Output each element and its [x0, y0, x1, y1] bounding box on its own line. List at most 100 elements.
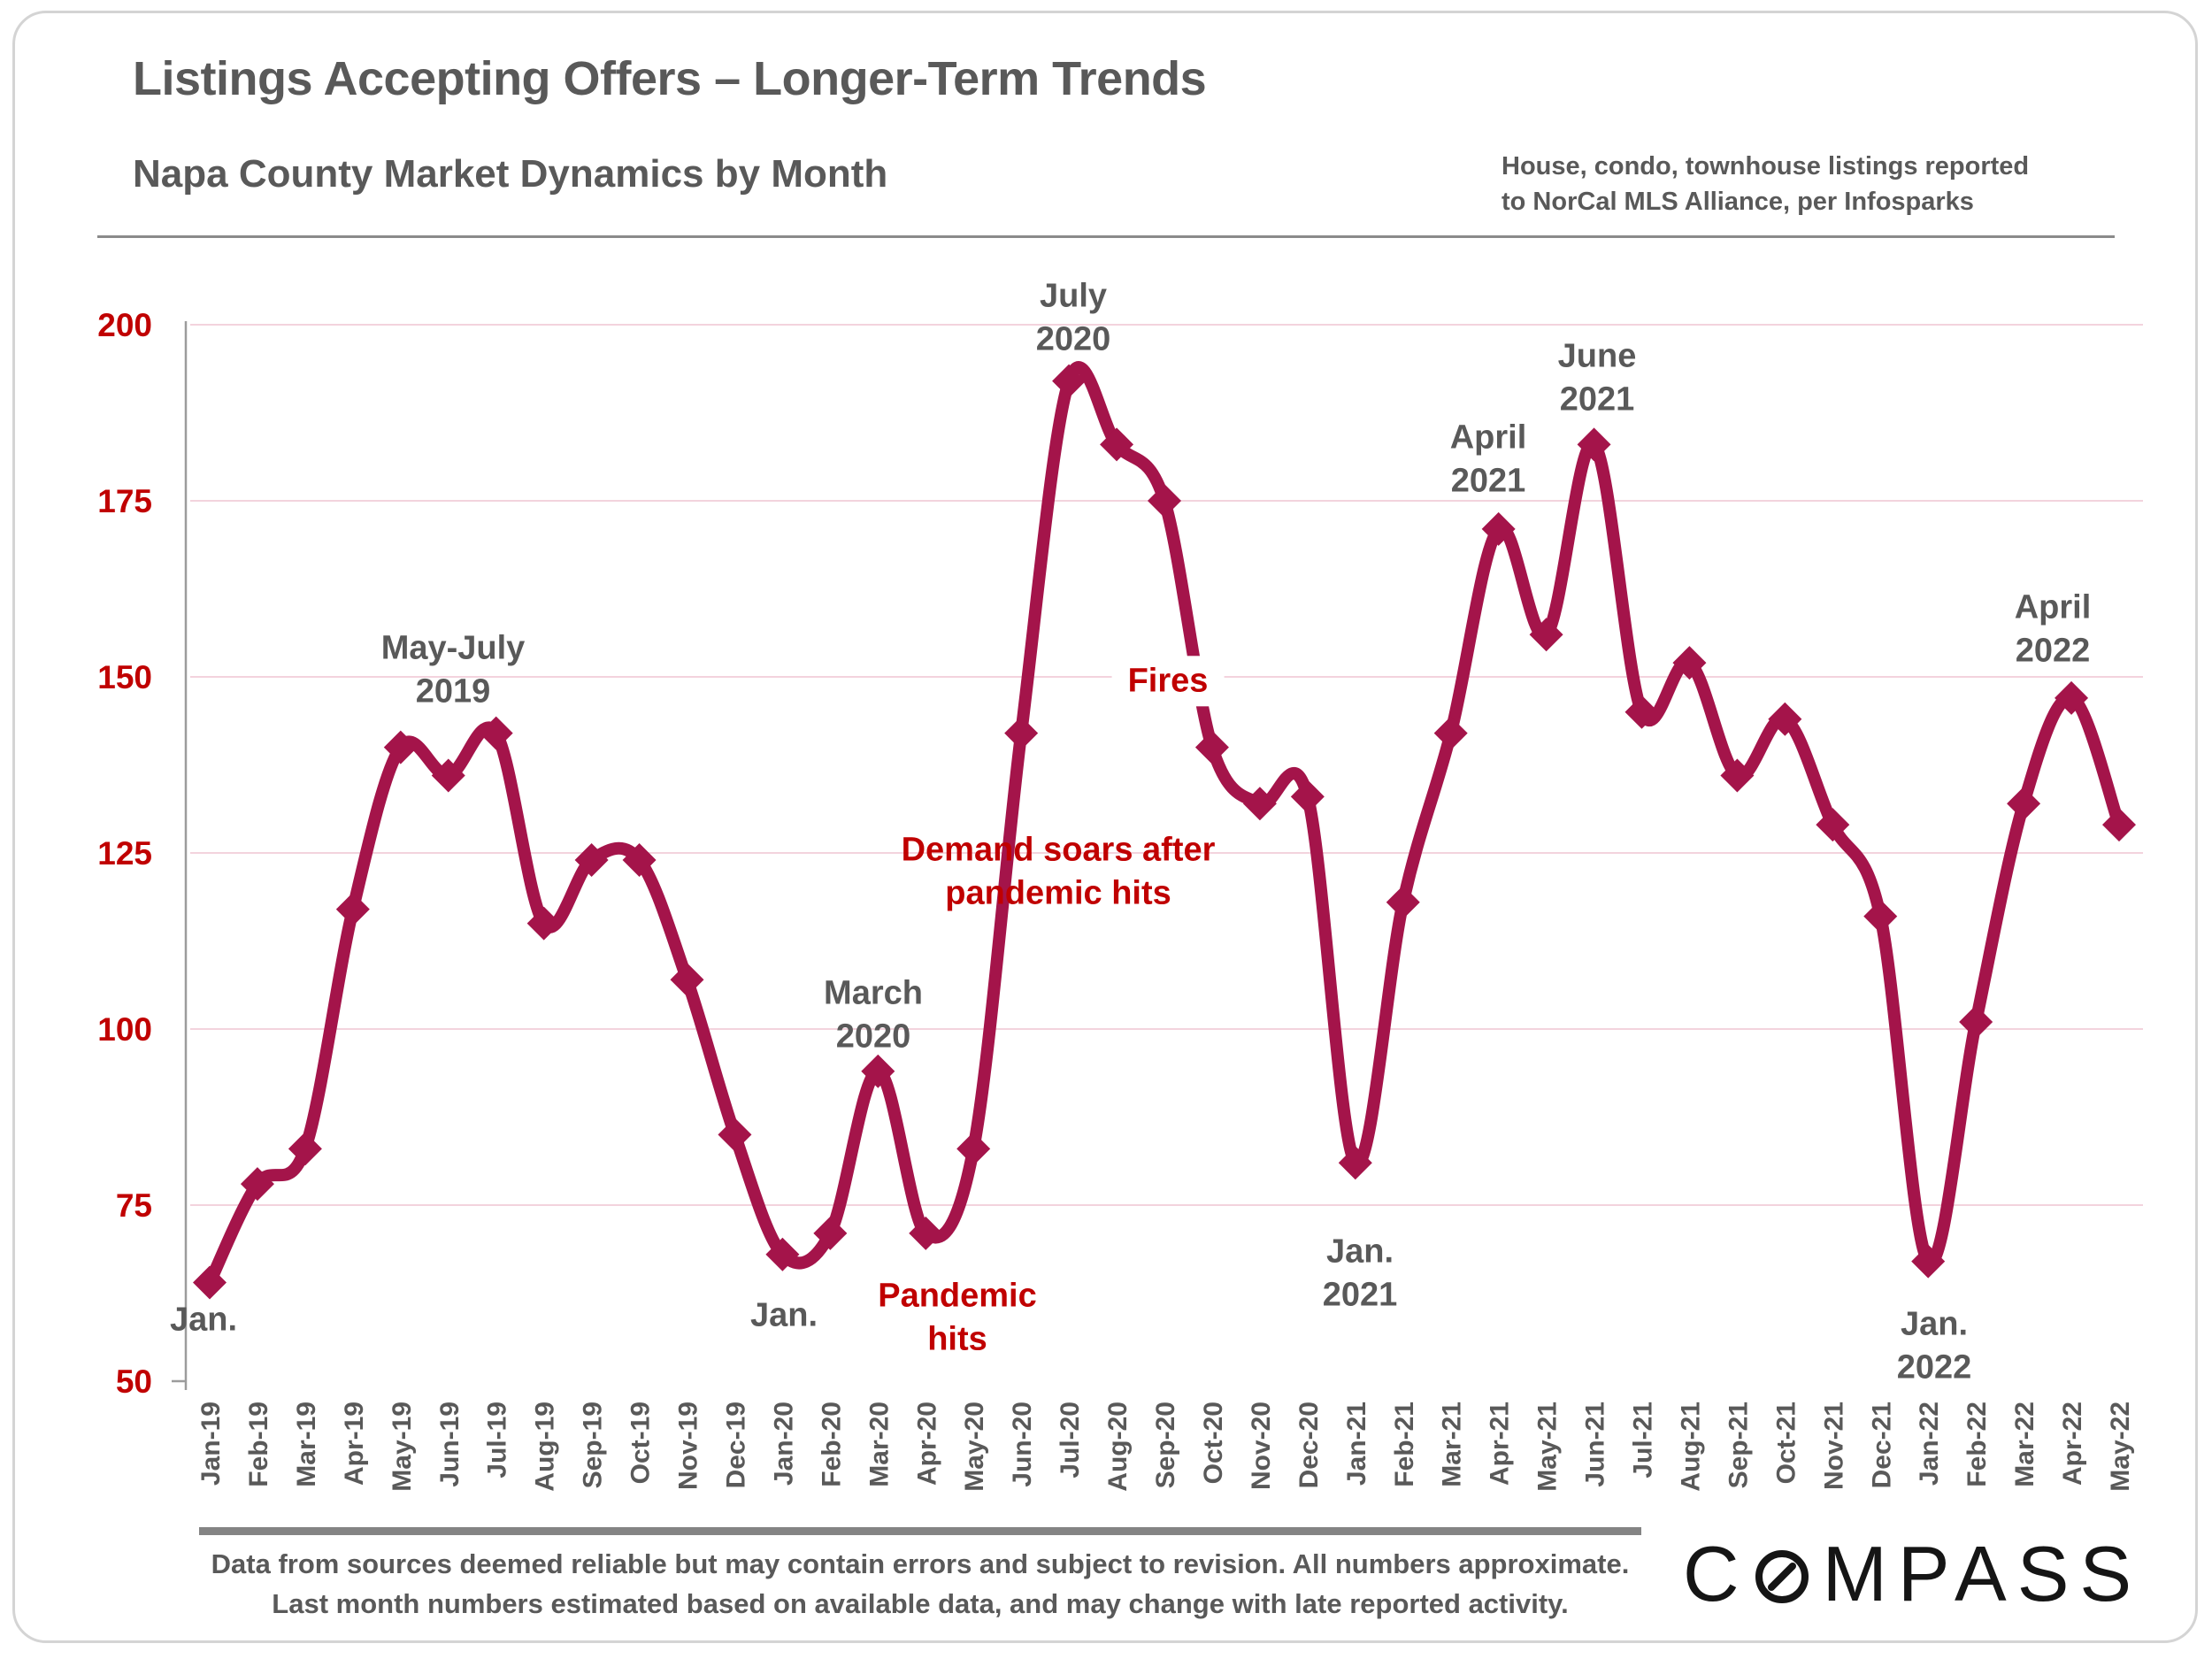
month-tick-label: May-22: [2106, 1402, 2135, 1492]
data-point-marker: [1624, 695, 1659, 729]
month-tick-label: Jun-20: [1008, 1402, 1037, 1487]
month-tick-label: Oct-20: [1199, 1402, 1228, 1484]
annotation-april: April 2021: [1449, 419, 1527, 500]
data-point-marker: [2007, 787, 2041, 821]
annotation-jan-: Jan. 2021: [1322, 1233, 1398, 1314]
month-tick-label: Jan-20: [769, 1402, 798, 1486]
data-point-marker: [574, 842, 609, 877]
month-tick-label: May-20: [960, 1402, 989, 1492]
data-point-marker: [1720, 758, 1755, 793]
data-point-marker: [1194, 730, 1229, 764]
compass-needle-icon: [1755, 1550, 1809, 1603]
data-point-marker: [861, 1054, 895, 1088]
month-tick-label: Mar-19: [292, 1402, 321, 1487]
month-tick-label: Dec-20: [1294, 1402, 1324, 1488]
data-point-marker: [1816, 808, 1850, 842]
month-tick-label: Jan-22: [1915, 1402, 1944, 1486]
month-tick-label: Jun-19: [435, 1402, 465, 1487]
y-tick-label: 75: [116, 1187, 152, 1224]
data-point-marker: [1863, 899, 1898, 933]
month-tick-label: Nov-21: [1819, 1402, 1848, 1490]
data-point-marker: [2055, 680, 2089, 715]
month-tick-label: Feb-22: [1962, 1402, 1992, 1487]
data-point-marker: [1148, 484, 1181, 518]
month-tick-label: Apr-19: [340, 1402, 369, 1486]
data-point-marker: [1433, 716, 1468, 750]
annotation-may-july: May-July 2019: [380, 629, 526, 710]
data-point-marker: [1338, 1146, 1372, 1180]
disclaimer-text: Data from sources deemed reliable but ma…: [199, 1545, 1641, 1624]
footer-divider-bar: [199, 1527, 1641, 1535]
month-tick-label: Apr-22: [2058, 1402, 2087, 1486]
data-point-marker: [1529, 618, 1563, 652]
data-point-marker: [431, 758, 465, 793]
month-tick-label: Oct-21: [1771, 1402, 1801, 1484]
data-point-marker: [2102, 808, 2136, 842]
annotation-june: June 2021: [1557, 337, 1637, 419]
month-tick-label: May-21: [1533, 1402, 1563, 1492]
data-point-marker: [1959, 1005, 1993, 1040]
annotation-jan-: Jan.: [169, 1301, 238, 1339]
month-tick-label: Oct-19: [626, 1402, 656, 1484]
month-tick-label: Jan-21: [1342, 1402, 1371, 1486]
data-point-marker: [288, 1132, 322, 1166]
source-note: House, condo, townhouse listings reporte…: [1502, 152, 2030, 217]
data-point-marker: [1004, 716, 1039, 750]
month-tick-label: Jul-21: [1629, 1402, 1658, 1479]
data-point-marker: [718, 1118, 752, 1152]
disclaimer-line-1: Data from sources deemed reliable but ma…: [211, 1548, 1630, 1579]
month-tick-label: Mar-21: [1438, 1402, 1467, 1487]
annotation-july: July 2020: [1035, 277, 1111, 358]
month-tick-label: May-19: [388, 1402, 417, 1492]
month-tick-label: Mar-20: [864, 1402, 894, 1487]
month-tick-label: Jul-20: [1056, 1402, 1085, 1479]
annotation-pandemic: Pandemic hits: [878, 1277, 1037, 1358]
data-point-marker: [1577, 427, 1611, 462]
data-point-marker: [622, 842, 657, 877]
data-point-marker: [1481, 511, 1516, 546]
annotation-march: March 2020: [824, 974, 923, 1056]
data-point-marker: [1290, 780, 1325, 814]
month-tick-label: Sep-19: [579, 1402, 608, 1488]
compass-logo: C MPASS: [1683, 1530, 2142, 1617]
data-point-marker: [1052, 364, 1087, 398]
y-tick-label: 100: [97, 1011, 152, 1048]
month-tick-label: Feb-21: [1390, 1402, 1419, 1487]
data-point-marker: [526, 906, 561, 941]
data-point-marker: [1672, 646, 1707, 680]
month-tick-label: Dec-19: [721, 1402, 750, 1488]
data-point-marker: [383, 730, 418, 764]
month-tick-label: Aug-21: [1676, 1402, 1705, 1492]
month-tick-label: Sep-21: [1724, 1402, 1753, 1488]
data-point-marker: [240, 1167, 274, 1202]
y-tick-label: 150: [97, 659, 152, 695]
y-tick-label: 175: [97, 483, 152, 519]
month-tick-label: Dec-21: [1867, 1402, 1896, 1488]
data-point-marker: [193, 1265, 227, 1300]
data-point-marker: [956, 1132, 991, 1166]
data-point-marker: [765, 1237, 800, 1271]
data-point-marker: [1242, 787, 1277, 821]
data-point-marker: [909, 1216, 943, 1250]
y-tick-label: 50: [116, 1363, 152, 1400]
month-tick-label: Jan-19: [196, 1402, 226, 1486]
data-point-marker: [335, 892, 370, 926]
month-tick-label: Feb-19: [244, 1402, 273, 1487]
month-tick-label: Jun-21: [1581, 1402, 1610, 1487]
month-tick-label: Sep-20: [1151, 1402, 1180, 1488]
page-title: Listings Accepting Offers – Longer-Term …: [133, 52, 1207, 105]
month-tick-label: Aug-20: [1103, 1402, 1133, 1492]
month-tick-label: Aug-19: [531, 1402, 560, 1492]
data-point-marker: [1911, 1244, 1946, 1279]
data-point-marker: [813, 1216, 848, 1250]
data-point-marker: [1100, 427, 1134, 462]
y-tick-label: 200: [97, 307, 152, 343]
data-point-marker: [1386, 885, 1420, 919]
annotation-jan-: Jan.: [749, 1296, 818, 1334]
data-point-marker: [479, 716, 513, 750]
month-tick-label: Feb-20: [817, 1402, 846, 1487]
month-tick-label: Nov-19: [674, 1402, 703, 1490]
page-subtitle: Napa County Market Dynamics by Month: [133, 152, 888, 196]
